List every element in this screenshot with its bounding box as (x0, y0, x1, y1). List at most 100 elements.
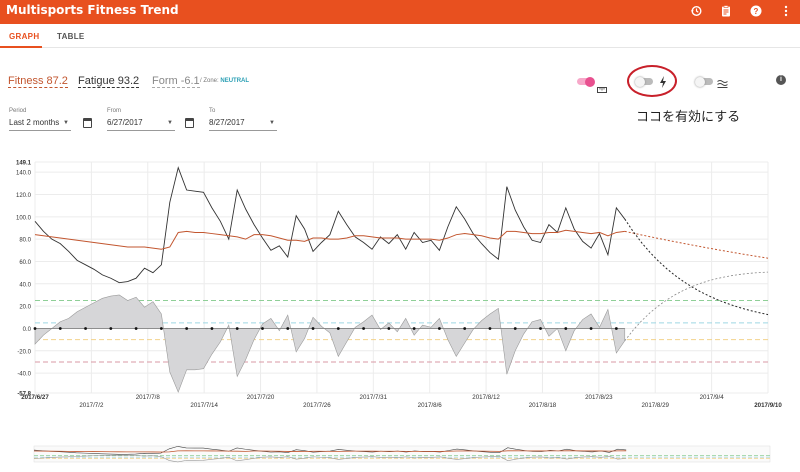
zone-value: NEUTRAL (220, 78, 250, 84)
form-forecast-line (624, 271, 769, 341)
x-tick-label: 2017/7/14 (190, 402, 218, 409)
fatigue-value[interactable]: Fatigue 93.2 (78, 75, 140, 88)
form-point (33, 327, 37, 330)
x-tick-label: 2017/7/31 (360, 394, 388, 401)
y-tick-label: -40.0 (17, 372, 31, 378)
active-tab-indicator (0, 46, 42, 48)
period-select[interactable]: Last 2 months (9, 118, 60, 127)
navigator-fitness-line (33, 450, 627, 453)
period-underline (9, 130, 71, 131)
period-label: Period (9, 108, 27, 114)
to-dropdown-icon[interactable]: ▼ (269, 120, 275, 126)
y-tick-label: 100.0 (16, 215, 32, 221)
form-point (235, 327, 239, 330)
period-dropdown-icon[interactable]: ▼ (63, 120, 69, 126)
x-tick-label: 2017/9/10 (754, 402, 782, 409)
from-dropdown-icon[interactable]: ▼ (167, 120, 173, 126)
swim-toggle-knob (695, 76, 705, 87)
to-underline (209, 130, 277, 131)
to-date-field[interactable]: 8/27/2017 (209, 118, 245, 127)
from-underline (107, 130, 175, 131)
y-tick-label: 149.1 (16, 161, 32, 167)
waves-icon (717, 76, 728, 94)
y-tick-label: -57.8 (17, 392, 31, 398)
form-point (84, 327, 87, 330)
form-point (539, 327, 542, 330)
form-point (58, 327, 62, 330)
tab-table[interactable]: TABLE (57, 32, 85, 41)
training-load-toggle[interactable] (577, 76, 595, 87)
form-point (564, 327, 568, 330)
form-point (412, 327, 416, 330)
tab-graph[interactable]: GRAPH (9, 32, 40, 41)
x-tick-label: 2017/8/23 (585, 394, 613, 401)
to-calendar-icon[interactable] (185, 118, 194, 128)
form-point (614, 327, 618, 330)
x-tick-label: 2017/7/20 (247, 394, 275, 401)
x-tick-label: 2017/8/29 (641, 402, 669, 409)
clipboard-icon[interactable] (718, 3, 734, 19)
form-point (109, 327, 113, 330)
x-tick-label: 2017/6/27 (21, 394, 49, 401)
app-bar: Multisports Fitness Trend ? (0, 0, 800, 24)
form-point (438, 327, 441, 330)
form-point (286, 327, 290, 330)
form-point (362, 327, 365, 330)
form-point (463, 327, 467, 330)
form-area (34, 294, 626, 393)
x-tick-label: 2017/8/12 (472, 394, 500, 401)
x-tick-label: 2017/7/8 (136, 394, 161, 401)
x-tick-label: 2017/7/2 (79, 402, 104, 409)
form-point (513, 327, 517, 330)
form-point (210, 327, 214, 330)
swim-toggle[interactable] (695, 76, 713, 87)
to-label: To (209, 108, 216, 114)
help-icon[interactable]: ? (748, 3, 764, 19)
x-tick-label: 2017/9/4 (700, 394, 725, 401)
form-point (134, 327, 138, 330)
y-tick-label: 140.0 (16, 171, 32, 177)
form-point (336, 327, 340, 330)
y-tick-label: 120.0 (16, 193, 32, 199)
y-tick-label: 20.0 (19, 305, 31, 311)
form-point (185, 327, 189, 330)
from-date-field[interactable]: 6/27/2017 (107, 118, 143, 127)
app-title: Multisports Fitness Trend (6, 3, 179, 17)
fitness-value[interactable]: Fitness 87.2 (8, 75, 68, 88)
info-icon[interactable]: i (776, 75, 786, 85)
history-icon[interactable] (688, 3, 704, 19)
from-calendar-icon[interactable] (83, 118, 92, 128)
zone-label: / Zone: NEUTRAL (200, 78, 249, 84)
chart-navigator[interactable] (0, 444, 800, 466)
annotation-circle (627, 65, 677, 97)
from-label: From (107, 108, 121, 114)
more-vert-icon[interactable] (778, 3, 794, 19)
y-tick-label: -20.0 (17, 349, 31, 355)
zone-prefix: / Zone: (200, 78, 219, 84)
y-tick-label: 60.0 (19, 260, 31, 266)
annotation-text: ココを有効にする (636, 110, 741, 125)
navigator-background (33, 445, 771, 463)
form-point (387, 327, 391, 330)
fatigue-forecast-line (624, 218, 769, 316)
x-tick-label: 2017/8/18 (529, 402, 557, 409)
form-point (488, 327, 492, 330)
x-tick-label: 2017/8/6 (418, 402, 443, 409)
form-point (589, 327, 593, 330)
x-tick-label: 2017/7/26 (303, 402, 331, 409)
form-point (159, 327, 163, 330)
y-tick-label: 80.0 (19, 238, 31, 244)
form-point (311, 327, 315, 330)
fatigue-line (34, 166, 626, 284)
training-load-toggle-knob (585, 76, 595, 87)
tab-bar: GRAPH TABLE (0, 24, 800, 48)
form-point (261, 327, 264, 330)
form-value[interactable]: Form -6.1 (152, 75, 200, 88)
y-tick-label: 40.0 (19, 282, 31, 288)
ruler-icon (597, 80, 607, 98)
fitness-forecast-line (624, 230, 769, 259)
y-tick-label: 0.0 (23, 327, 32, 333)
fitness-trend-chart: 149.1 140.0 120.0 100.0 80.0 60.0 40.0 20.0 0.0 -… (16, 161, 782, 410)
navigator-form-line (33, 454, 627, 463)
fitness-line (34, 229, 625, 250)
